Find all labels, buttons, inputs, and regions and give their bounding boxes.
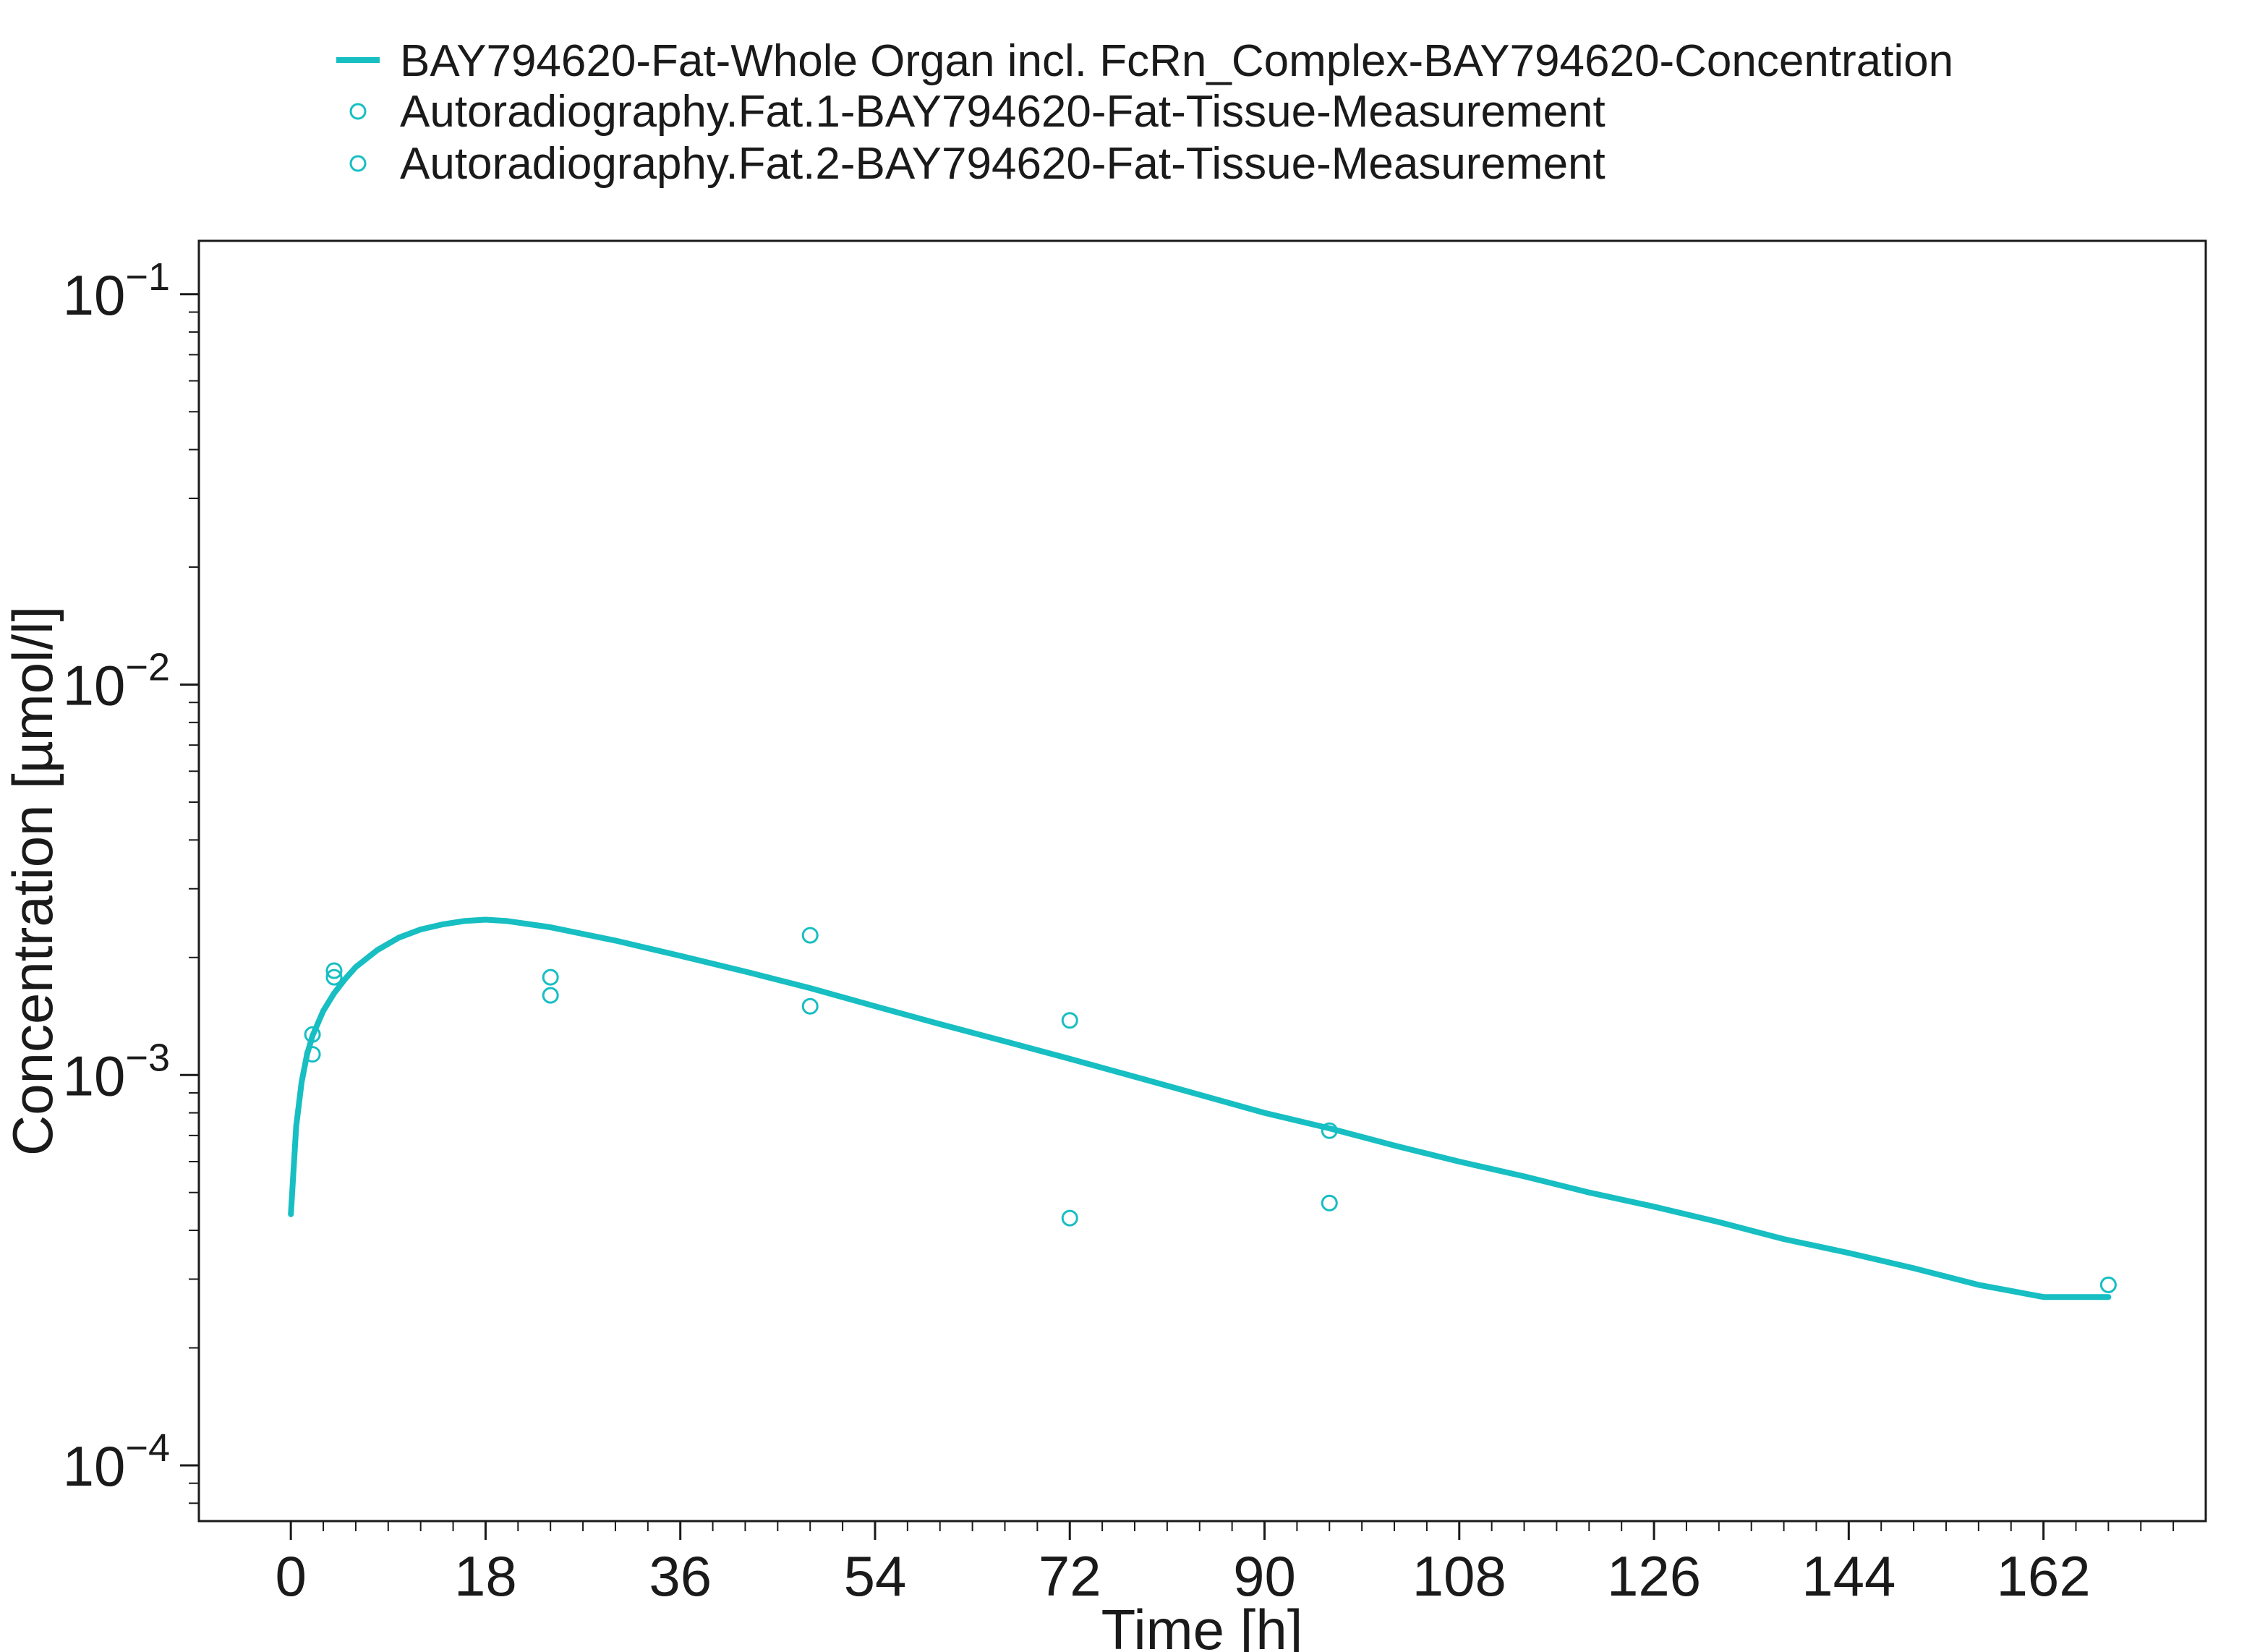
y-axis: 10−4 10−3 10−2 10−1 <box>63 255 199 1504</box>
data-point-series-1 <box>542 987 559 1004</box>
x-tick-label: 144 <box>1801 1544 1896 1608</box>
data-point-series-2 <box>542 968 559 986</box>
x-tick-label: 72 <box>1039 1544 1101 1608</box>
legend-marker-1 <box>349 103 367 120</box>
legend: BAY794620-Fat-Whole Organ incl. FcRn_Com… <box>336 36 1953 189</box>
x-tick-label: 162 <box>1997 1544 2091 1608</box>
series-line <box>288 916 2112 1300</box>
y-axis-label: Concentration [µmol/l] <box>1 606 64 1156</box>
y-tick-label: 10−1 <box>63 255 170 327</box>
legend-marker-2 <box>349 155 367 172</box>
data-point-series-1 <box>325 968 343 986</box>
y-tick-label: 10−2 <box>63 646 170 718</box>
legend-entry-1: Autoradiography.Fat.1-BAY794620-Fat-Tiss… <box>400 87 1606 137</box>
plot-area <box>197 239 2207 1523</box>
plot-content <box>288 916 2117 1300</box>
x-axis: 0 18 36 54 72 90 108 126 144 162 <box>275 1521 2175 1608</box>
x-tick-label: 90 <box>1233 1544 1296 1608</box>
data-point-series-2 <box>325 962 343 979</box>
x-tick-label: 18 <box>454 1544 517 1608</box>
data-point-series-2 <box>304 1026 321 1043</box>
x-tick-label: 126 <box>1607 1544 1701 1608</box>
x-axis-label: Time [h] <box>1101 1598 1303 1652</box>
y-tick-label: 10−4 <box>63 1426 170 1498</box>
data-point-series-1 <box>801 927 819 944</box>
x-tick-label: 54 <box>844 1544 907 1608</box>
x-tick-label: 0 <box>275 1544 306 1608</box>
legend-entry-2: Autoradiography.Fat.2-BAY794620-Fat-Tiss… <box>400 139 1606 189</box>
y-tick-label: 10−3 <box>63 1036 170 1107</box>
x-tick-label: 36 <box>649 1544 712 1608</box>
data-point-series-1 <box>304 1046 321 1063</box>
data-point-series-1 <box>2099 1276 2117 1293</box>
legend-entry-0: BAY794620-Fat-Whole Organ incl. FcRn_Com… <box>400 36 1953 86</box>
data-point-series-2 <box>801 997 819 1015</box>
data-point-series-1 <box>1061 1012 1078 1029</box>
data-point-series-2 <box>1321 1194 1338 1212</box>
data-point-series-1 <box>1321 1122 1338 1139</box>
data-point-series-2 <box>1061 1209 1078 1227</box>
x-tick-label: 108 <box>1412 1544 1506 1608</box>
